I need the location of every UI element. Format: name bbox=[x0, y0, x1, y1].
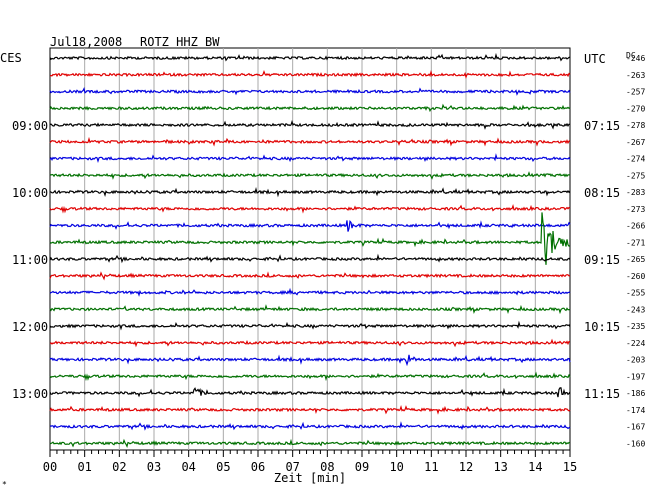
seismic-trace bbox=[49, 253, 571, 264]
dc-offset-label: -271 bbox=[626, 238, 645, 247]
seismic-trace bbox=[49, 438, 571, 449]
left-timezone-label: CES bbox=[0, 51, 22, 65]
x-tick-label: 06 bbox=[251, 460, 265, 474]
seismic-trace bbox=[49, 405, 571, 415]
x-tick-label: 02 bbox=[112, 460, 126, 474]
dc-offset-label: -255 bbox=[626, 289, 645, 298]
x-axis-title: Zeit [min] bbox=[274, 471, 346, 485]
dc-offset-label: -263 bbox=[626, 71, 645, 80]
dc-offset-label: -257 bbox=[626, 88, 645, 97]
x-axis: 00 01 02 03 04 05 06 07 08 09 10 11 12 13 14 15 bbox=[43, 450, 577, 474]
x-tick-label: 08 bbox=[320, 460, 334, 474]
dc-offset-label: -224 bbox=[626, 339, 645, 348]
dc-offset-label: -275 bbox=[626, 171, 645, 180]
dc-offset-label: -235 bbox=[626, 322, 645, 331]
right-time-label: 11:15 bbox=[584, 387, 620, 401]
seismic-trace bbox=[49, 354, 571, 367]
dc-offset-label: -265 bbox=[626, 255, 645, 264]
seismic-trace bbox=[49, 212, 571, 265]
seismic-trace bbox=[50, 69, 571, 79]
dc-offset-label: -260 bbox=[626, 272, 645, 281]
seismic-trace bbox=[49, 421, 571, 431]
seismic-trace bbox=[49, 103, 571, 113]
dc-offset-label: -274 bbox=[626, 155, 645, 164]
dc-offset-label: -267 bbox=[626, 138, 645, 147]
x-tick-label: 00 bbox=[43, 460, 57, 474]
plot-frame bbox=[49, 47, 571, 451]
seismic-trace bbox=[49, 320, 571, 331]
seismic-trace bbox=[49, 86, 571, 96]
seismic-trace bbox=[49, 119, 571, 130]
dc-offset-label: -243 bbox=[626, 305, 645, 314]
trace-group bbox=[49, 52, 571, 449]
x-tick-label: 01 bbox=[77, 460, 91, 474]
seismic-trace bbox=[49, 52, 571, 62]
seismic-trace bbox=[49, 153, 571, 163]
x-tick-label: 14 bbox=[528, 460, 542, 474]
seismic-trace bbox=[49, 387, 571, 398]
x-tick-label: 07 bbox=[285, 460, 299, 474]
dc-offset-label: -246 bbox=[626, 54, 645, 63]
x-tick-label: 10 bbox=[389, 460, 403, 474]
seismic-trace bbox=[49, 186, 571, 198]
dc-offset-label: -160 bbox=[626, 439, 645, 448]
x-tick-label: 03 bbox=[147, 460, 161, 474]
x-tick-label: 13 bbox=[493, 460, 507, 474]
left-time-label: 10:00 bbox=[12, 186, 48, 200]
seismic-trace bbox=[49, 287, 571, 297]
right-time-label: UTC bbox=[584, 52, 606, 66]
dc-offset-label: -186 bbox=[626, 389, 645, 398]
left-time-label: 12:00 bbox=[12, 320, 48, 334]
label-group: 09:00 10:00 11:00 12:00 13:00 UTC 07:15 08:15 09… bbox=[12, 52, 645, 448]
right-time-label: 08:15 bbox=[584, 186, 620, 200]
seismic-trace bbox=[49, 136, 571, 147]
dc-offset-label: -266 bbox=[626, 222, 645, 231]
seismic-trace bbox=[49, 204, 571, 214]
x-tick-label: 04 bbox=[181, 460, 195, 474]
right-time-label: 07:15 bbox=[584, 119, 620, 133]
dc-offset-label: -273 bbox=[626, 205, 645, 214]
dc-label: DC bbox=[626, 51, 636, 60]
x-tick-label: 15 bbox=[563, 460, 577, 474]
x-tick-label: 12 bbox=[459, 460, 473, 474]
x-tick-label: 11 bbox=[424, 460, 438, 474]
right-time-label: 10:15 bbox=[584, 320, 620, 334]
chart-date: Jul18,2008 bbox=[50, 35, 122, 49]
right-time-label: 09:15 bbox=[584, 253, 620, 267]
chart-station: ROTZ HHZ BW bbox=[140, 35, 220, 49]
dc-offset-label: -167 bbox=[626, 423, 645, 432]
seismic-trace bbox=[49, 219, 571, 232]
dc-offset-label: -203 bbox=[626, 356, 645, 365]
left-time-label: 09:00 bbox=[12, 119, 48, 133]
corner-mark: * bbox=[2, 480, 7, 489]
dc-offset-label: -174 bbox=[626, 406, 645, 415]
seismic-trace bbox=[49, 338, 570, 348]
dc-offset-label: -283 bbox=[626, 188, 645, 197]
dc-offset-label: -197 bbox=[626, 372, 645, 381]
x-tick-label: 09 bbox=[355, 460, 369, 474]
chart-grid bbox=[49, 47, 571, 451]
x-tick-label: 05 bbox=[216, 460, 230, 474]
seismic-trace bbox=[49, 271, 571, 281]
dc-offset-label: -278 bbox=[626, 121, 645, 130]
dc-offset-label: -270 bbox=[626, 104, 645, 113]
seismic-trace bbox=[49, 304, 571, 315]
left-time-label: 13:00 bbox=[12, 387, 48, 401]
seismic-trace bbox=[49, 371, 571, 382]
seismic-trace bbox=[49, 171, 570, 180]
left-time-label: 11:00 bbox=[12, 253, 48, 267]
